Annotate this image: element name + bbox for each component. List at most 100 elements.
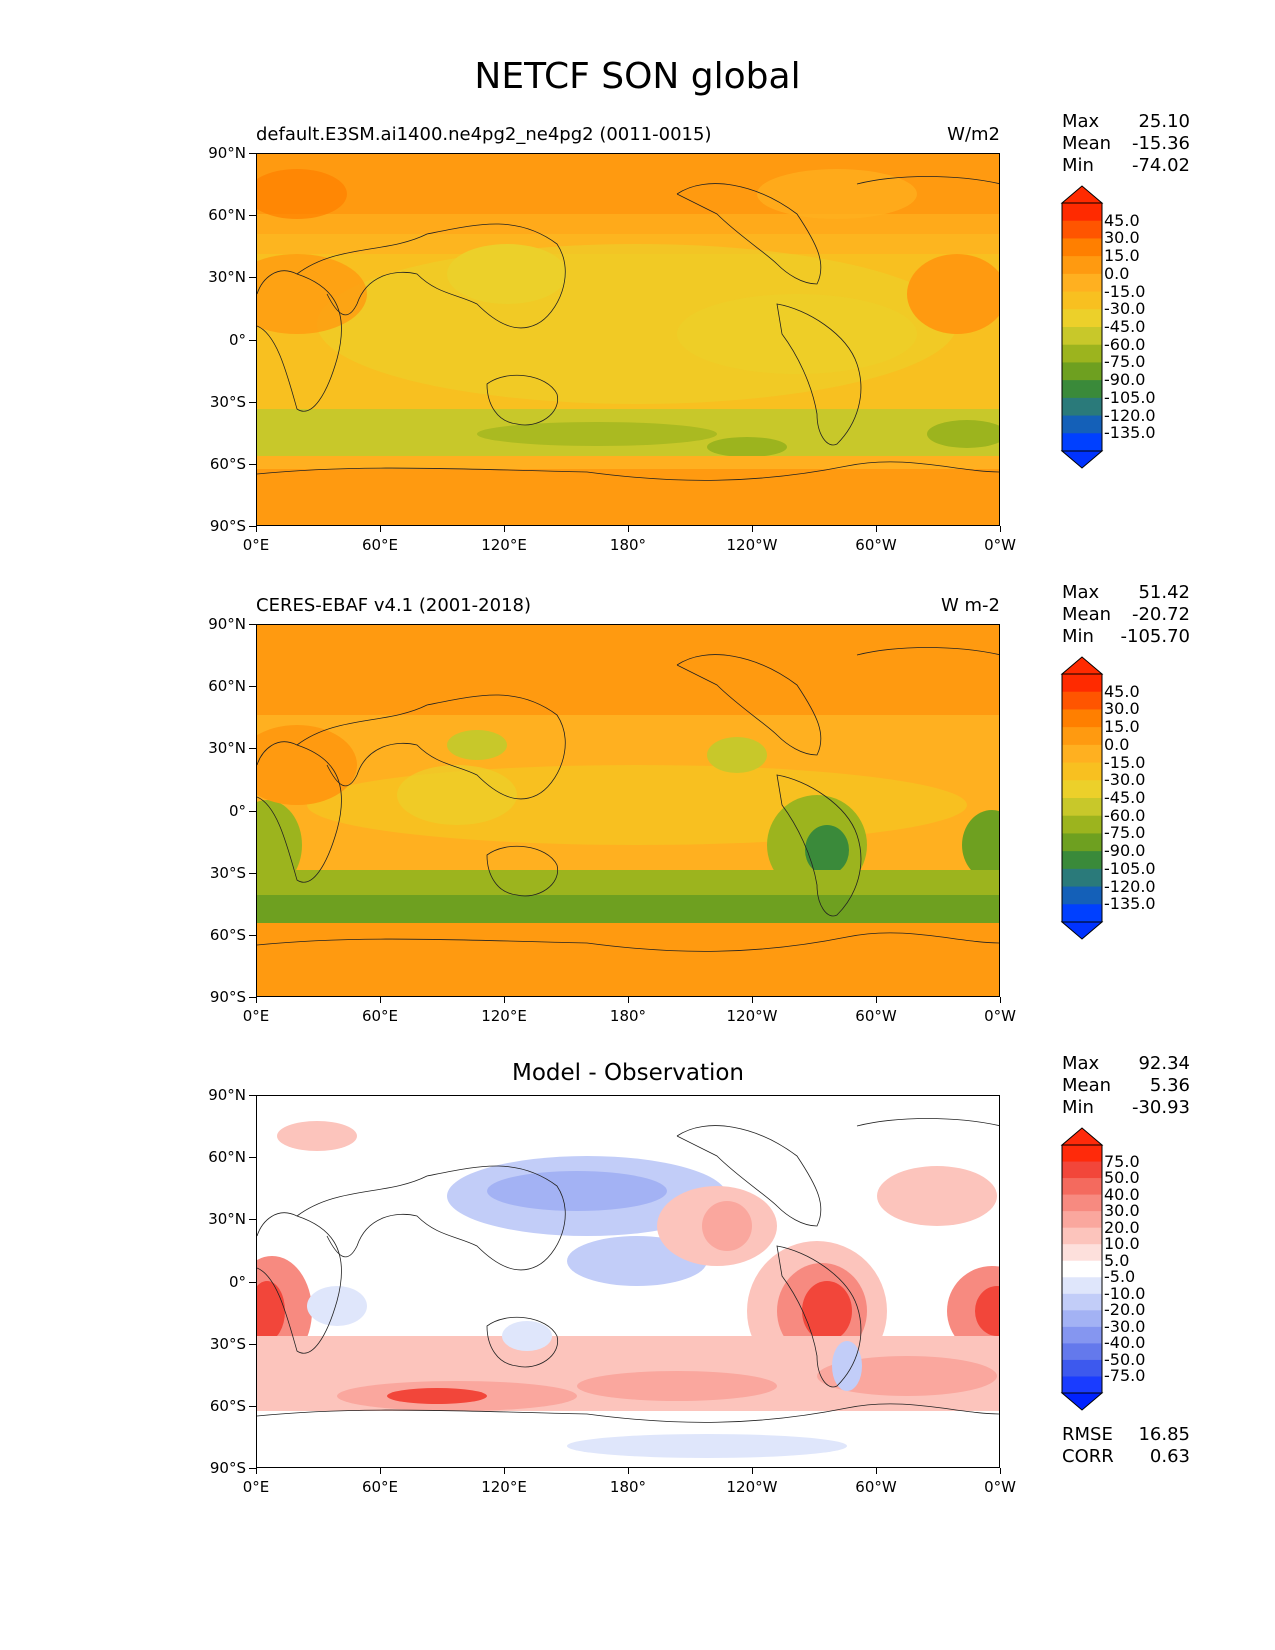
colorbar-segment — [1062, 727, 1102, 746]
colorbar-segment — [1062, 1194, 1102, 1212]
x-tick-mark — [752, 997, 753, 1003]
colorbar-tick-label: -45.0 — [1104, 317, 1146, 336]
map-model — [256, 153, 1000, 526]
x-tick-label: 0°E — [242, 536, 270, 554]
x-tick-label: 60°E — [361, 1007, 399, 1025]
colorbar-segment — [1062, 833, 1102, 852]
colorbar-tick-label: -10.0 — [1104, 1283, 1146, 1303]
y-tick-mark — [249, 277, 256, 279]
colorbar-segment — [1062, 220, 1102, 239]
x-tick-label: 60°E — [361, 1478, 399, 1496]
colorbar-segment — [1062, 344, 1102, 363]
stat-max-label: Max — [1062, 111, 1100, 132]
colorbar-tick-label: 40.0 — [1104, 1184, 1140, 1204]
colorbar-over-arrow — [1060, 1127, 1104, 1146]
y-tick-mark — [249, 1468, 256, 1469]
y-tick-mark — [249, 339, 256, 341]
colorbar-tick-label: -20.0 — [1104, 1300, 1146, 1320]
stat-rmse-label: RMSE — [1062, 1424, 1113, 1445]
y-tick-label: 30°S — [209, 1334, 246, 1353]
y-tick-label: 0° — [228, 801, 246, 820]
y-tick-label: 60°S — [209, 925, 246, 944]
map-difference — [256, 1095, 1000, 1468]
colorbar-under-arrow — [1060, 450, 1104, 469]
colorbar-segment — [1062, 309, 1102, 328]
x-tick-mark — [752, 526, 753, 532]
map-observation — [256, 624, 1000, 997]
x-tick-mark — [1000, 526, 1001, 532]
map-model-field — [257, 154, 999, 525]
x-tick-mark — [752, 1468, 753, 1474]
stats-model: Max 25.10 Mean -15.36 Min -74.02 — [1062, 111, 1190, 177]
x-tick-mark — [504, 526, 505, 532]
panel-title-units: W m-2 — [940, 595, 1000, 616]
y-tick-mark — [249, 401, 256, 403]
colorbar-segment — [1062, 1293, 1102, 1311]
x-tick-label: 120°E — [481, 1478, 527, 1496]
x-tick-label: 120°E — [481, 536, 527, 554]
colorbar-tick-label: -30.0 — [1104, 1316, 1146, 1336]
y-tick-mark — [249, 153, 256, 154]
panel-model: default.E3SM.ai1400.ne4pg2_ne4pg2 (0011-… — [0, 111, 1275, 558]
y-tick-mark — [249, 1157, 256, 1159]
stats-rmse-corr: RMSE 16.85 CORR 0.63 — [1062, 1424, 1190, 1468]
colorbar-segment — [1062, 1161, 1102, 1179]
stat-min-value: -74.02 — [1131, 155, 1190, 176]
colorbar-tick-label: 10.0 — [1104, 1234, 1140, 1254]
y-tick-label: 30°N — [208, 739, 246, 758]
y-tick-label: 60°N — [208, 206, 246, 225]
x-tick-mark — [256, 526, 257, 532]
stat-mean-value: 5.36 — [1149, 1075, 1190, 1096]
colorbar-tick-label: 30.0 — [1104, 699, 1140, 719]
stat-min-label: Min — [1062, 155, 1094, 176]
colorbar-segment — [1062, 1227, 1102, 1245]
colorbar-tick-label: -50.0 — [1104, 1349, 1146, 1369]
y-tick-mark — [249, 872, 256, 874]
y-tick-mark — [249, 624, 256, 625]
stat-min-value: -30.93 — [1131, 1097, 1190, 1118]
colorbar-tick-label: 75.0 — [1104, 1151, 1140, 1171]
stats-difference: Max 92.34 Mean 5.36 Min -30.93 — [1062, 1053, 1190, 1119]
x-tick-label: 180° — [609, 536, 647, 554]
y-tick-label: 60°S — [209, 454, 246, 473]
colorbar-difference: 75.0 50.0 40.0 30.0 20.0 10.0 5.0 -5.0 -10.0 -20.… — [1060, 1127, 1180, 1417]
stat-min-label: Min — [1062, 1097, 1094, 1118]
colorbar-tick-label: -120.0 — [1104, 405, 1156, 425]
colorbar-segment — [1062, 851, 1102, 870]
colorbar-segment — [1062, 415, 1102, 434]
x-tick-label: 0°E — [242, 1478, 270, 1496]
colorbar-segment — [1062, 709, 1102, 728]
panel-title-left: CERES-EBAF v4.1 (2001-2018) — [256, 595, 532, 616]
y-tick-label: 60°N — [208, 1148, 246, 1167]
panel-difference: Model - Observation — [0, 1053, 1275, 1500]
x-tick-mark — [256, 1468, 257, 1474]
colorbar-tick-label: 15.0 — [1104, 246, 1140, 266]
stat-min-label: Min — [1062, 626, 1094, 647]
stat-max-label: Max — [1062, 1053, 1100, 1074]
x-tick-mark — [504, 997, 505, 1003]
x-tick-mark — [380, 1468, 381, 1474]
colorbar-segment — [1062, 798, 1102, 817]
y-tick-mark — [249, 463, 256, 465]
y-tick-mark — [249, 686, 256, 688]
y-tick-label: 90°N — [208, 144, 246, 162]
colorbar-segment — [1062, 674, 1102, 693]
x-tick-mark — [628, 1468, 629, 1474]
y-tick-mark — [249, 934, 256, 936]
y-tick-mark — [249, 997, 256, 998]
colorbar-tick-label: -120.0 — [1104, 876, 1156, 896]
y-tick-mark — [249, 1219, 256, 1221]
x-tick-label: 60°W — [855, 1007, 897, 1025]
colorbar-frame — [1061, 673, 1103, 923]
x-tick-label: 0°W — [984, 1478, 1016, 1496]
colorbar-tick-label: -30.0 — [1104, 770, 1146, 790]
colorbar-tick-label: -15.0 — [1104, 281, 1146, 301]
colorbar-segment — [1062, 273, 1102, 293]
x-tick-label: 120°E — [481, 1007, 527, 1025]
stat-max-label: Max — [1062, 582, 1100, 603]
x-tick-label: 60°W — [855, 536, 897, 554]
y-tick-label: 90°S — [209, 517, 246, 535]
stat-mean-value: -15.36 — [1131, 133, 1190, 154]
x-tick-mark — [1000, 997, 1001, 1003]
colorbar-segment — [1062, 1178, 1102, 1196]
